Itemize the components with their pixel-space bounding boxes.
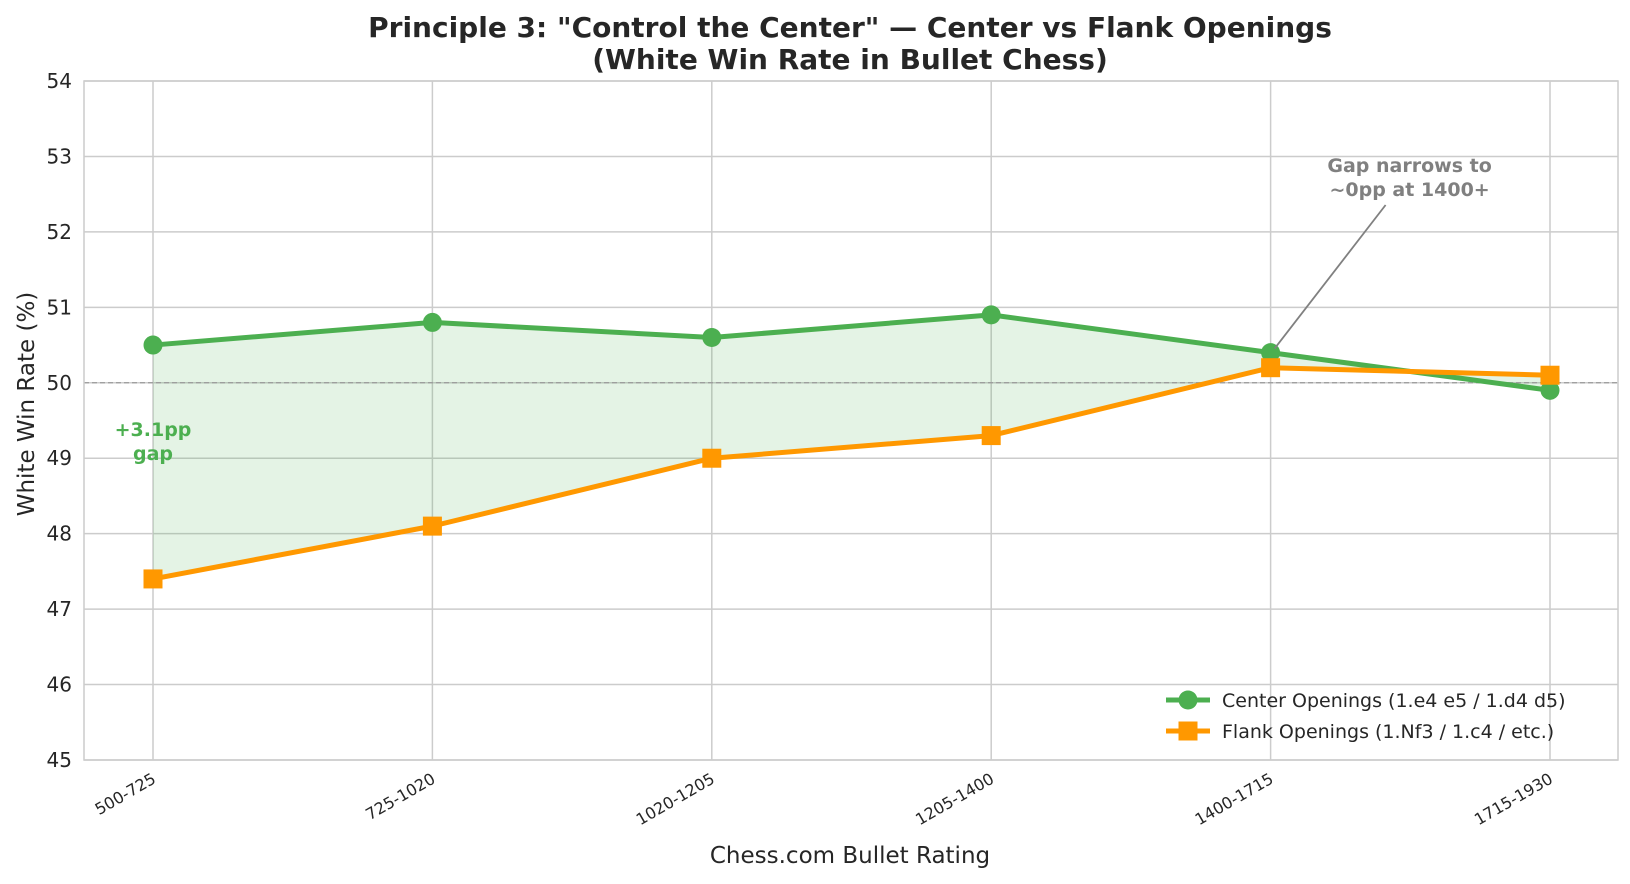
y-axis-label: White Win Rate (%) (14, 292, 40, 517)
x-tick-label: 1205-1400 (912, 769, 997, 829)
grid-lines (84, 80, 1618, 761)
chart-subtitle: (White Win Rate in Bullet Chess) (592, 43, 1108, 76)
flank-data-point (981, 426, 1001, 446)
x-tick-label: 500-725 (92, 769, 159, 819)
y-tick-label: 50 (47, 371, 72, 395)
legend-swatch-marker (1178, 690, 1198, 710)
x-axis-label: Chess.com Bullet Rating (710, 843, 990, 869)
flank-series-line (152, 365, 1551, 582)
y-tick-label: 46 (47, 673, 72, 697)
gap-annotation-text: gap (133, 443, 173, 465)
y-tick-label: 48 (47, 522, 72, 546)
legend-swatch-marker (1178, 721, 1198, 741)
plot-frame (83, 80, 1619, 761)
narrow-annotation-text: ~0pp at 1400+ (1329, 179, 1489, 201)
y-tick-label: 45 (47, 748, 72, 772)
legend-entry-label: Center Openings (1.e4 e5 / 1.d4 d5) (1222, 690, 1566, 712)
gap-fill-area (153, 314, 1550, 579)
gap-annotation-text: +3.1pp (115, 419, 192, 441)
series-lines (152, 312, 1551, 582)
x-tick-label: 725-1020 (362, 769, 438, 824)
flank-data-point (702, 448, 722, 468)
flank-data-point (1540, 365, 1560, 385)
flank-data-point (143, 569, 163, 589)
legend-entry-label: Flank Openings (1.Nf3 / 1.c4 / etc.) (1222, 721, 1554, 743)
flank-data-point (422, 516, 442, 536)
y-tick-label: 53 (47, 144, 72, 168)
center-series-line (152, 312, 1551, 393)
x-tick-label: 1400-1715 (1192, 769, 1277, 829)
center-data-point (1540, 380, 1560, 400)
center-data-point (422, 312, 442, 332)
flank-data-point (1261, 358, 1281, 378)
gap-fill-polygon (153, 314, 1550, 579)
annotation-arrow (1273, 204, 1387, 350)
center-data-point (143, 335, 163, 355)
x-tick-label: 1020-1205 (633, 769, 718, 829)
legend: Center Openings (1.e4 e5 / 1.d4 d5) Flank… (1166, 690, 1566, 743)
narrow-annotation-text: Gap narrows to (1327, 155, 1491, 177)
chart-title: Principle 3: "Control the Center" — Cent… (368, 11, 1332, 44)
x-tick-label: 1715-1930 (1471, 769, 1556, 829)
y-tick-label: 51 (47, 295, 72, 319)
y-tick-label: 54 (47, 69, 72, 93)
center-data-point (981, 305, 1001, 325)
y-tick-label: 47 (47, 597, 72, 621)
y-tick-label: 52 (47, 220, 72, 244)
y-tick-label: 49 (47, 446, 72, 470)
center-data-point (702, 328, 722, 348)
